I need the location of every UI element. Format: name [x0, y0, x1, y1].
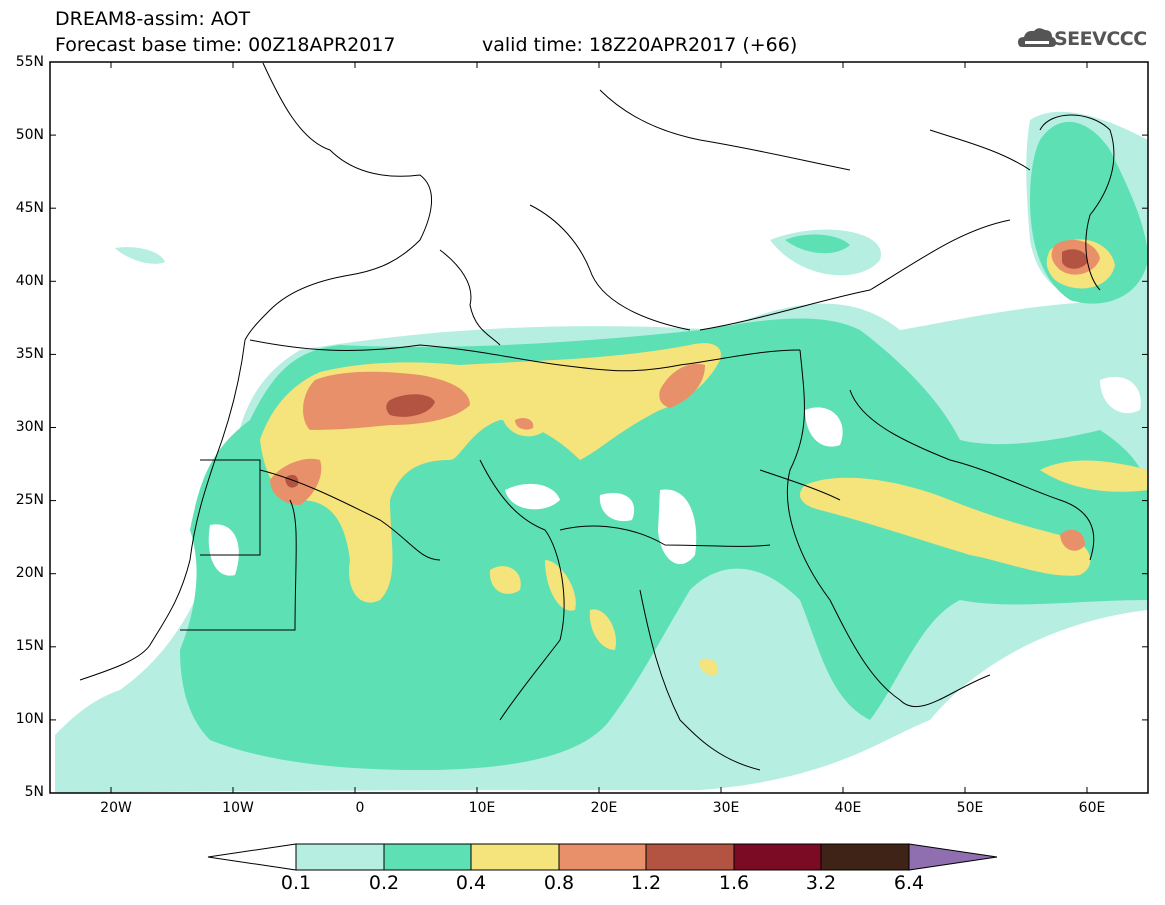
valid-time: valid time: 18Z20APR2017 (+66) — [482, 34, 798, 56]
lon-label: 0 — [355, 800, 365, 816]
colorbar-swatch — [383, 843, 472, 871]
lat-label: 40N — [15, 273, 44, 289]
forecast-base-time: Forecast base time: 00Z18APR2017 — [55, 34, 396, 56]
colorbar-over-arrow — [908, 843, 998, 871]
lat-label: 30N — [15, 419, 44, 435]
colorbar-swatch — [733, 843, 822, 871]
colorbar-label: 0.4 — [455, 872, 487, 894]
lat-label: 25N — [15, 492, 44, 508]
colorbar-swatch — [645, 843, 735, 871]
lat-label: 5N — [24, 784, 44, 800]
chart-title: DREAM8-assim: AOT — [55, 8, 251, 30]
lon-label: 10E — [468, 800, 496, 816]
aot-fields — [55, 62, 1148, 793]
cloud-icon — [1018, 28, 1056, 47]
colorbar-swatch — [558, 843, 647, 871]
lon-label: 50E — [956, 800, 984, 816]
lat-label: 10N — [15, 711, 44, 727]
colorbar-swatch — [820, 843, 910, 871]
lon-label: 60E — [1078, 800, 1106, 816]
colorbar-label: 0.2 — [368, 872, 400, 894]
lon-label: 10W — [222, 800, 254, 816]
lat-label: 35N — [15, 346, 44, 362]
lat-label: 55N — [15, 54, 44, 70]
lat-label: 45N — [15, 200, 44, 216]
colorbar-label: 6.4 — [893, 872, 925, 894]
lon-label: 40E — [834, 800, 862, 816]
colorbar-label: 0.1 — [280, 872, 312, 894]
colorbar-swatch — [295, 843, 385, 871]
colorbar-under-arrow — [207, 843, 297, 871]
colorbar-swatch — [470, 843, 560, 871]
colorbar-label: 0.8 — [543, 872, 575, 894]
lat-label: 20N — [15, 565, 44, 581]
colorbar-label: 1.6 — [718, 872, 750, 894]
lon-label: 20E — [590, 800, 618, 816]
lat-label: 15N — [15, 638, 44, 654]
lon-label: 30E — [712, 800, 740, 816]
colorbar-label: 1.2 — [630, 872, 662, 894]
lat-label: 50N — [15, 127, 44, 143]
colorbar-label: 3.2 — [805, 872, 837, 894]
logo-text: SEEVCCC — [1054, 28, 1147, 50]
lon-label: 20W — [100, 800, 132, 816]
